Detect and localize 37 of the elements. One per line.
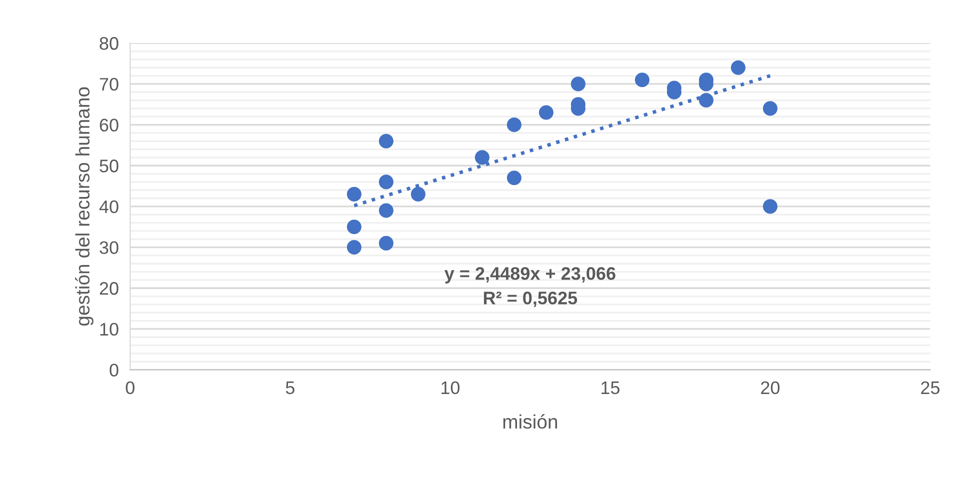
- point: [698, 92, 714, 108]
- point: [346, 220, 362, 234]
- y-tick-label: 40: [99, 200, 118, 214]
- x-tick-label: 5: [286, 382, 294, 394]
- point: [762, 199, 778, 214]
- point: [410, 186, 426, 202]
- x-tick-label: 20: [761, 381, 780, 394]
- point: [762, 101, 778, 116]
- y-tick-label: 50: [100, 160, 118, 172]
- y-tick-label: 10: [100, 322, 118, 336]
- point: [378, 236, 394, 250]
- point: [730, 60, 746, 75]
- y-tick-label: 20: [100, 282, 118, 295]
- annotation: R² = 0,5625: [484, 292, 578, 308]
- x-tick-label: 15: [602, 382, 620, 394]
- point: [346, 240, 362, 255]
- y-tick-label: 30: [100, 241, 118, 254]
- point: [570, 76, 586, 92]
- point: [506, 170, 522, 186]
- point: [378, 134, 394, 148]
- y-axis-title: gestión del recurso humano: [75, 87, 94, 326]
- y-tick-label: 60: [100, 118, 118, 132]
- point: [474, 150, 490, 165]
- point: [346, 186, 362, 202]
- x-axis-title: misión: [503, 414, 558, 429]
- point: [538, 105, 554, 120]
- y-tick-label: 80: [100, 37, 118, 50]
- point: [506, 117, 522, 132]
- point: [378, 174, 394, 190]
- point: [634, 72, 650, 88]
- x-tick-label: 10: [442, 381, 460, 394]
- x-tick-label: 0: [126, 381, 134, 394]
- annotation: y = 2,4489x + 23,066: [444, 267, 616, 284]
- point: [378, 203, 394, 218]
- y-tick-label: 70: [100, 78, 118, 91]
- y-tick-label: 0: [110, 364, 118, 377]
- x-tick-label: 25: [921, 381, 940, 394]
